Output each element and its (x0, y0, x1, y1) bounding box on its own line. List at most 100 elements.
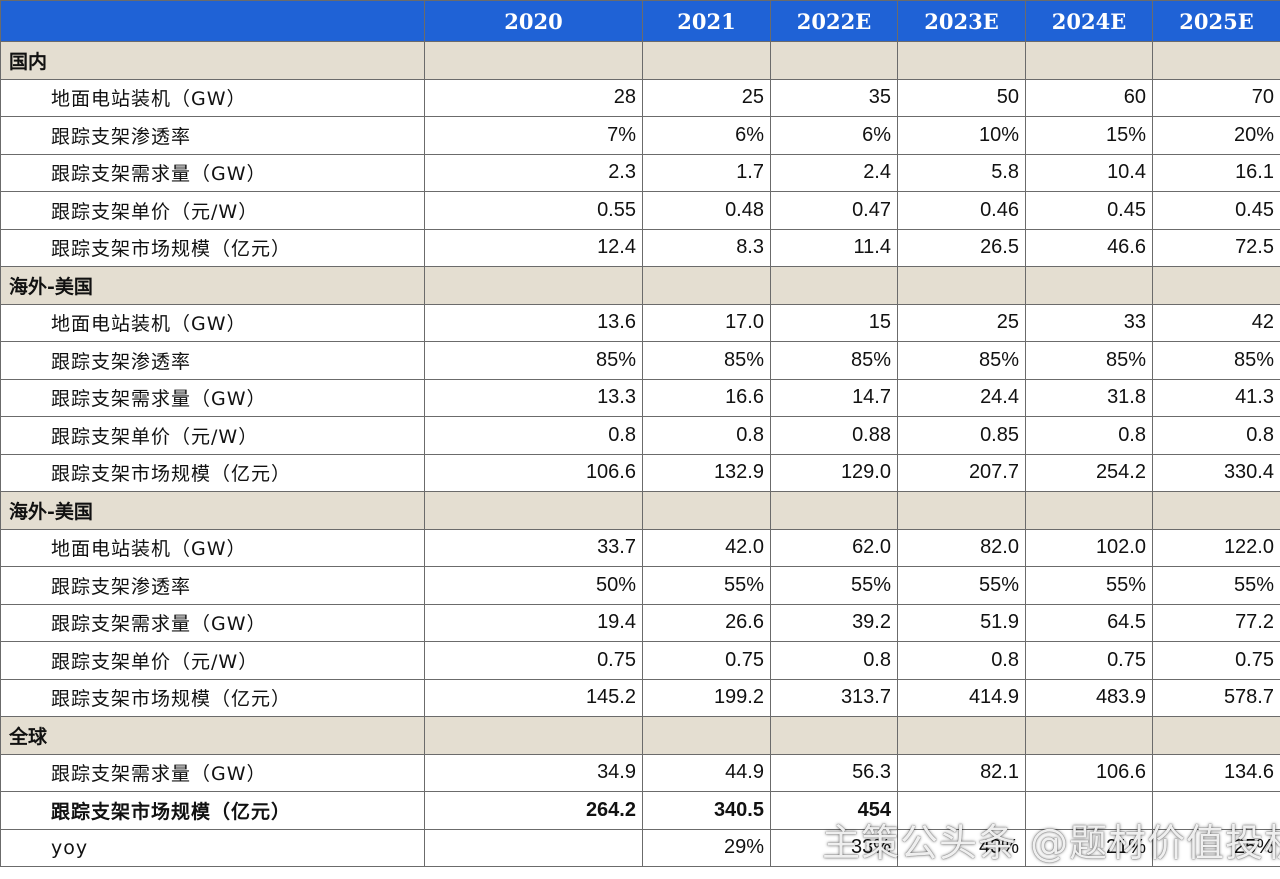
value-cell: 55% (642, 566, 771, 605)
table-row: 跟踪支架市场规模（亿元） 145.2 199.2 313.7 414.9 483.9 578… (0, 678, 1280, 717)
table-row: 地面电站装机（GW） 33.7 42.0 62.0 82.0 102.0 122.0 (0, 528, 1280, 567)
value-cell: 13.3 (424, 378, 643, 417)
value-cell: 0.75 (642, 641, 771, 680)
table-row: 跟踪支架市场规模（亿元） 264.2 340.5 454 (0, 791, 1280, 830)
value-cell: 122.0 (1152, 528, 1280, 567)
section-empty-cell (1025, 41, 1153, 80)
value-cell: 0.8 (1025, 416, 1153, 455)
value-cell: 55% (770, 566, 898, 605)
section-empty-cell (770, 716, 898, 755)
value-cell: 25 (897, 303, 1026, 342)
value-cell: 6% (642, 116, 771, 155)
value-cell: 26.6 (642, 603, 771, 642)
value-cell: 51.9 (897, 603, 1026, 642)
header-cell-2022e: 2022E (770, 0, 898, 42)
row-label: 跟踪支架渗透率 (0, 341, 425, 380)
value-cell: 11.4 (770, 228, 898, 267)
row-label: 跟踪支架单价（元/W） (0, 641, 425, 680)
value-cell (1025, 791, 1153, 830)
value-cell: 313.7 (770, 678, 898, 717)
value-cell: 42.0 (642, 528, 771, 567)
section-empty-cell (897, 491, 1026, 530)
row-label: 跟踪支架需求量（GW） (0, 153, 425, 192)
value-cell: 62.0 (770, 528, 898, 567)
value-cell: 5.8 (897, 153, 1026, 192)
value-cell: 43% (897, 828, 1026, 867)
value-cell: 50% (424, 566, 643, 605)
value-cell: 106.6 (1025, 753, 1153, 792)
value-cell: 10% (897, 116, 1026, 155)
value-cell: 15% (1025, 116, 1153, 155)
value-cell: 129.0 (770, 453, 898, 492)
value-cell: 0.45 (1152, 191, 1280, 230)
section-empty-cell (1152, 716, 1280, 755)
value-cell: 340.5 (642, 791, 771, 830)
section-header-row: 全球 (0, 716, 1280, 755)
section-header-row: 海外-美国 (0, 266, 1280, 305)
value-cell: 31.8 (1025, 378, 1153, 417)
value-cell: 56.3 (770, 753, 898, 792)
table-row: 地面电站装机（GW） 13.6 17.0 15 25 33 42 (0, 303, 1280, 342)
value-cell: 46.6 (1025, 228, 1153, 267)
value-cell: 19.4 (424, 603, 643, 642)
row-label: 跟踪支架市场规模（亿元） (0, 791, 425, 830)
value-cell: 330.4 (1152, 453, 1280, 492)
value-cell: 145.2 (424, 678, 643, 717)
value-cell: 39.2 (770, 603, 898, 642)
value-cell: 70 (1152, 78, 1280, 117)
value-cell: 0.8 (424, 416, 643, 455)
value-cell: 41.3 (1152, 378, 1280, 417)
value-cell: 0.55 (424, 191, 643, 230)
value-cell (1152, 791, 1280, 830)
value-cell: 0.46 (897, 191, 1026, 230)
row-label: 跟踪支架需求量（GW） (0, 378, 425, 417)
value-cell: 483.9 (1025, 678, 1153, 717)
header-cell-2025e: 2025E (1152, 0, 1280, 42)
value-cell: 132.9 (642, 453, 771, 492)
row-label: 跟踪支架单价（元/W） (0, 416, 425, 455)
section-empty-cell (1025, 491, 1153, 530)
value-cell: 0.88 (770, 416, 898, 455)
row-label: 地面电站装机（GW） (0, 303, 425, 342)
row-label: 跟踪支架市场规模（亿元） (0, 228, 425, 267)
row-label: 跟踪支架需求量（GW） (0, 603, 425, 642)
section-empty-cell (424, 266, 643, 305)
table-row: 跟踪支架单价（元/W） 0.8 0.8 0.88 0.85 0.8 0.8 (0, 416, 1280, 455)
section-title: 海外-美国 (0, 491, 425, 530)
section-empty-cell (1152, 266, 1280, 305)
value-cell: 264.2 (424, 791, 643, 830)
value-cell: 0.47 (770, 191, 898, 230)
value-cell: 17.0 (642, 303, 771, 342)
row-label: 跟踪支架渗透率 (0, 566, 425, 605)
value-cell: 207.7 (897, 453, 1026, 492)
section-empty-cell (897, 266, 1026, 305)
value-cell: 85% (642, 341, 771, 380)
value-cell: 85% (424, 341, 643, 380)
value-cell: 10.4 (1025, 153, 1153, 192)
table-row: 跟踪支架市场规模（亿元） 12.4 8.3 11.4 26.5 46.6 72.5 (0, 228, 1280, 267)
row-label: 地面电站装机（GW） (0, 528, 425, 567)
value-cell: 0.85 (897, 416, 1026, 455)
value-cell: 24.4 (897, 378, 1026, 417)
value-cell: 20% (1152, 116, 1280, 155)
value-cell: 578.7 (1152, 678, 1280, 717)
value-cell: 414.9 (897, 678, 1026, 717)
row-label: yoy (0, 828, 425, 867)
section-empty-cell (642, 266, 771, 305)
value-cell: 0.48 (642, 191, 771, 230)
value-cell: 85% (897, 341, 1026, 380)
section-title: 国内 (0, 41, 425, 80)
table-row: 地面电站装机（GW） 28 25 35 50 60 70 (0, 78, 1280, 117)
table-row: 跟踪支架需求量（GW） 19.4 26.6 39.2 51.9 64.5 77.2 (0, 603, 1280, 642)
value-cell: 1.7 (642, 153, 771, 192)
value-cell: 82.1 (897, 753, 1026, 792)
value-cell: 55% (1025, 566, 1153, 605)
value-cell: 0.75 (1025, 641, 1153, 680)
value-cell: 55% (1152, 566, 1280, 605)
value-cell: 72.5 (1152, 228, 1280, 267)
value-cell: 60 (1025, 78, 1153, 117)
value-cell (897, 791, 1026, 830)
value-cell: 12.4 (424, 228, 643, 267)
value-cell: 85% (1152, 341, 1280, 380)
